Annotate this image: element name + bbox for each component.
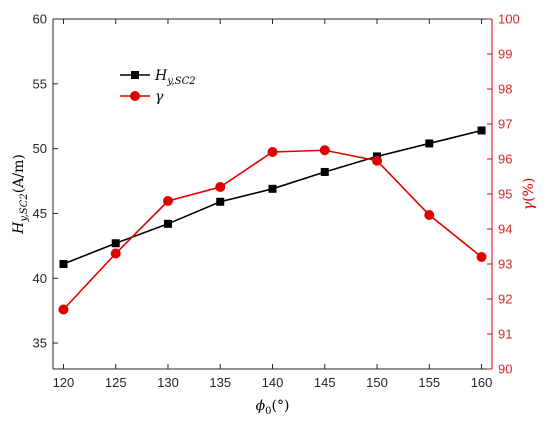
left-tick-label: 60 bbox=[33, 12, 47, 27]
right-axis-label-main: γ bbox=[521, 201, 537, 210]
left-tick-label: 45 bbox=[33, 206, 47, 221]
legend-label-main: γ bbox=[155, 89, 164, 105]
data-point-square bbox=[111, 239, 120, 248]
left-tick-label: 40 bbox=[33, 271, 47, 286]
x-tick-label: 155 bbox=[418, 375, 440, 390]
left-axis-label: Hy,SC2(A/m) bbox=[11, 154, 30, 235]
x-tick-label: 130 bbox=[157, 375, 179, 390]
legend-label: γ bbox=[155, 89, 164, 105]
x-tick-label: 140 bbox=[262, 375, 284, 390]
data-point-square bbox=[425, 139, 434, 148]
right-tick-label: 97 bbox=[498, 117, 512, 132]
series-line-gamma bbox=[62, 149, 483, 311]
x-axis-label-unit: (°) bbox=[271, 398, 289, 414]
right-tick-label: 94 bbox=[498, 222, 512, 237]
right-tick-label: 91 bbox=[498, 327, 512, 342]
left-tick-label: 50 bbox=[33, 141, 47, 156]
right-tick-label: 95 bbox=[498, 187, 512, 202]
x-axis-label-sub: 0 bbox=[265, 406, 271, 417]
left-axis-label-sub: y,SC2 bbox=[19, 193, 30, 222]
axes: 120 125 130 135 140 145 150 155 160 35 40 45 50 55 60 9… bbox=[33, 12, 520, 391]
x-tick-label: 160 bbox=[471, 375, 493, 390]
right-tick-label: 96 bbox=[498, 152, 512, 167]
right-tick-label: 92 bbox=[498, 292, 512, 307]
data-point-square bbox=[320, 167, 329, 176]
right-axis-label: γ(%) bbox=[521, 178, 537, 211]
legend-marker-circle bbox=[130, 91, 140, 101]
x-tick-label: 120 bbox=[53, 375, 75, 390]
legend-label: Hy,SC2 bbox=[154, 68, 196, 87]
right-tick-label: 98 bbox=[498, 82, 512, 97]
x-tick-label: 150 bbox=[366, 375, 388, 390]
left-tick-label: 35 bbox=[33, 336, 47, 351]
x-tick-label: 125 bbox=[105, 375, 127, 390]
data-point-circle bbox=[215, 182, 226, 192]
right-tick-label: 93 bbox=[498, 257, 512, 272]
left-axis-label-main: H bbox=[11, 221, 27, 235]
right-tick-label: 99 bbox=[498, 47, 512, 62]
right-axis-label-unit: (%) bbox=[521, 178, 537, 202]
data-point-circle bbox=[162, 196, 173, 206]
series-layer bbox=[58, 126, 487, 315]
axis-labels: ϕ0(°) Hy,SC2(A/m) γ(%) bbox=[11, 154, 537, 417]
legend-marker-square bbox=[131, 71, 139, 79]
left-tick-label: 55 bbox=[33, 76, 47, 91]
right-tick-label: 90 bbox=[498, 362, 512, 377]
data-point-circle bbox=[476, 252, 487, 262]
data-point-circle bbox=[110, 248, 121, 259]
x-tick-label: 135 bbox=[209, 375, 231, 390]
data-point-circle bbox=[58, 304, 69, 315]
x-axis-label-main: ϕ bbox=[256, 398, 266, 414]
legend-label-main: H bbox=[154, 68, 168, 84]
data-point-square bbox=[216, 197, 225, 206]
data-point-circle bbox=[319, 145, 330, 156]
data-point-square bbox=[163, 219, 172, 228]
data-point-circle bbox=[424, 210, 435, 220]
data-point-circle bbox=[372, 155, 383, 166]
data-point-square bbox=[268, 184, 277, 193]
data-point-square bbox=[477, 126, 486, 135]
x-tick-label: 145 bbox=[314, 375, 336, 390]
right-tick-label: 100 bbox=[498, 12, 520, 27]
left-axis-label-unit: (A/m) bbox=[11, 154, 27, 193]
data-point-circle bbox=[267, 147, 278, 157]
legend-label-sub: y,SC2 bbox=[166, 76, 195, 87]
data-point-square bbox=[59, 260, 68, 268]
x-axis-label: ϕ0(°) bbox=[256, 398, 290, 417]
